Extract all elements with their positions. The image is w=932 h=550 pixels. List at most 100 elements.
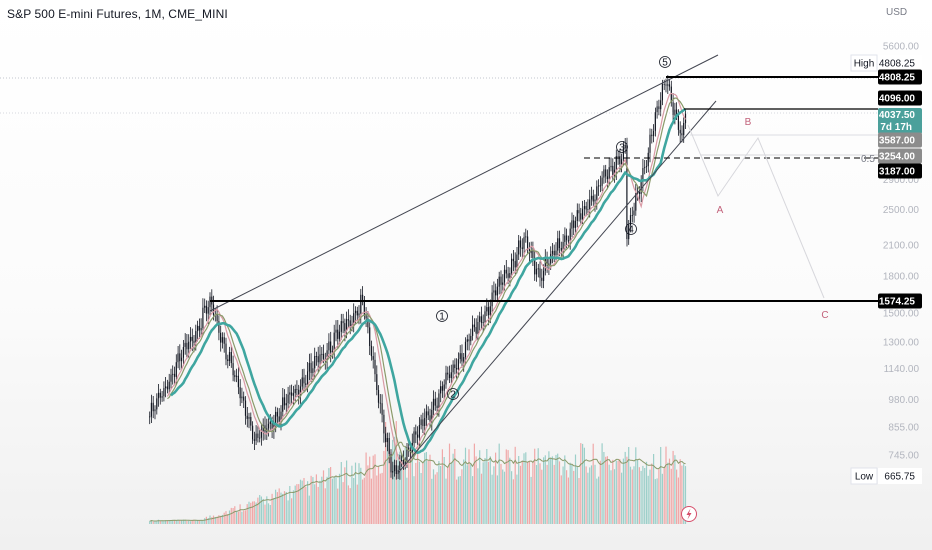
volume-bar [301, 480, 303, 524]
volume-bar [287, 500, 289, 524]
volume-bar [424, 452, 426, 524]
price-candles [149, 75, 687, 480]
volume-bar [236, 511, 238, 524]
volume-bar [668, 458, 671, 524]
candle-body [475, 327, 477, 334]
ma-line-teal [170, 107, 687, 455]
candle-body [452, 364, 454, 373]
price-tag-ma-3587[interactable]: 3587.00 [878, 132, 922, 148]
candle-body [376, 374, 378, 390]
price-tag-value: 3254.00 [879, 152, 916, 163]
volume-bar [223, 512, 225, 524]
price-tag-ma-3254[interactable]: 3254.00 [878, 148, 922, 164]
candle-body [374, 359, 376, 375]
price-tag-line-4808[interactable]: 4808.25 [878, 69, 922, 85]
volume-bar [447, 466, 449, 524]
candle-body [658, 106, 660, 110]
volume-bar [496, 475, 498, 524]
volume-bar [211, 517, 213, 524]
candle-body [489, 306, 491, 316]
candle-body [434, 398, 436, 406]
volume-bar [660, 447, 662, 524]
candle-body [590, 195, 593, 200]
candle-body [317, 356, 319, 363]
volume-bar [543, 457, 545, 524]
volume-bar [401, 453, 403, 524]
volume-bar [367, 465, 369, 524]
candle-body [640, 181, 642, 194]
candle-body [503, 269, 506, 283]
volume-bar [472, 476, 474, 524]
candle-body [243, 396, 245, 401]
candle-body [594, 199, 596, 202]
price-tag-low[interactable]: Low 665.75 [850, 467, 922, 485]
price-tag-high[interactable]: High 4808.25 [850, 54, 922, 72]
candle-body [388, 438, 390, 454]
price-tag-label: High [854, 59, 875, 70]
price-tag-line-4096[interactable]: 4096.00 [878, 90, 922, 106]
price-tag-line-3187[interactable]: 3187.00 [878, 163, 922, 179]
volume-bar [491, 474, 493, 524]
volume-bar [377, 466, 380, 524]
price-tag-value: 4037.50 [879, 110, 916, 121]
candle-body [170, 374, 172, 382]
candle-body [450, 372, 452, 379]
candle-body [585, 206, 587, 210]
volume-bar [198, 520, 200, 524]
lower-trend-line[interactable] [397, 100, 717, 474]
lightning-icon[interactable] [681, 506, 697, 522]
price-tag-line-1574[interactable]: 1574.25 [878, 293, 922, 309]
volume-bar [186, 521, 188, 524]
volume-bar [218, 515, 220, 524]
volume-bar [653, 454, 655, 524]
candle-body [621, 159, 623, 165]
volume-bar [663, 468, 665, 524]
volume-bar [638, 467, 640, 524]
volume-bar [157, 519, 160, 524]
candle-body [461, 353, 463, 362]
volume-bar [312, 477, 314, 524]
volume-bar [622, 458, 624, 524]
volume-bar [152, 521, 154, 524]
volume-bar [567, 477, 569, 524]
candle-body [661, 84, 663, 101]
candle-body [589, 199, 591, 210]
price-axis[interactable]: 5600.00 2900.00 2500.00 2100.00 1800.00 1500.… [883, 42, 920, 462]
volume-bar [179, 519, 181, 524]
candle-body [205, 305, 207, 314]
candle-body [418, 425, 420, 438]
candle-body [253, 439, 255, 441]
candle-body [472, 324, 474, 336]
volume-bar [243, 510, 245, 524]
candle-body [502, 282, 504, 285]
candle-body [660, 100, 662, 110]
candle-body [322, 353, 325, 359]
volume-bar [305, 486, 307, 524]
y-tick-label: 1140.00 [884, 364, 920, 375]
candle-body [463, 357, 465, 362]
volume-bar [406, 477, 408, 524]
volume-bar [624, 451, 626, 524]
volume-bar [250, 502, 252, 524]
upper-trend-line[interactable] [209, 54, 719, 312]
volume-bar [390, 452, 392, 524]
candle-body [615, 156, 617, 170]
volume-bar [654, 479, 656, 524]
volume-bar [214, 517, 216, 524]
volume-bar [596, 478, 598, 524]
candle-body [653, 131, 655, 137]
volume-bar [347, 485, 349, 524]
volume-bar [324, 488, 326, 524]
volume-bar [502, 469, 504, 524]
volume-bar [246, 504, 248, 524]
candle-body [216, 314, 218, 322]
candle-body [296, 389, 298, 390]
volume-bar [534, 448, 536, 524]
candle-body [239, 387, 241, 399]
candle-body [379, 402, 381, 404]
candle-body [546, 258, 548, 266]
candle-body [553, 250, 555, 256]
price-tag-value: 4808.25 [879, 73, 916, 84]
